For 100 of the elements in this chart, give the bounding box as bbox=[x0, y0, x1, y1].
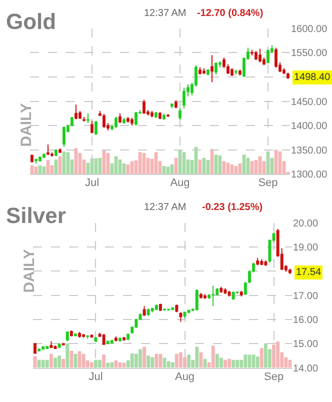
bar bbox=[224, 360, 227, 368]
bar bbox=[142, 346, 146, 368]
candlestick bbox=[46, 144, 50, 156]
candlestick bbox=[110, 339, 114, 344]
candlestick bbox=[142, 99, 146, 114]
y-tick-label: 16.00 bbox=[293, 314, 318, 326]
bar bbox=[260, 348, 264, 368]
bar bbox=[170, 362, 174, 368]
candlestick bbox=[90, 120, 94, 134]
candlestick bbox=[94, 120, 98, 136]
candlestick bbox=[50, 340, 53, 348]
candlestick bbox=[62, 126, 66, 148]
candlestick bbox=[74, 332, 77, 337]
bar bbox=[78, 351, 82, 368]
bar bbox=[256, 356, 260, 368]
candlestick bbox=[154, 111, 158, 118]
candlestick bbox=[38, 348, 41, 352]
candlestick bbox=[102, 113, 106, 129]
candlestick bbox=[150, 307, 154, 313]
candlestick bbox=[167, 308, 170, 312]
bar bbox=[110, 362, 114, 368]
bar bbox=[146, 356, 150, 368]
bar bbox=[130, 353, 134, 368]
bar bbox=[114, 360, 118, 368]
bar bbox=[62, 358, 66, 368]
candlestick bbox=[232, 291, 235, 300]
y-tick-label: 1450.00 bbox=[291, 96, 328, 108]
candlestick bbox=[118, 112, 122, 124]
bar bbox=[102, 354, 106, 368]
candlestick bbox=[250, 49, 254, 56]
y-tick-label: 1300.00 bbox=[291, 170, 328, 181]
bar bbox=[49, 354, 53, 368]
candlestick bbox=[286, 72, 290, 80]
candlestick bbox=[142, 306, 146, 316]
bar bbox=[252, 354, 256, 368]
bar bbox=[150, 357, 154, 368]
candlestick bbox=[154, 304, 158, 311]
candlestick bbox=[212, 285, 215, 307]
candlestick bbox=[256, 257, 260, 266]
candlestick bbox=[118, 337, 122, 342]
annotation: 1498.40 bbox=[294, 72, 331, 83]
bar bbox=[187, 354, 191, 368]
bar bbox=[82, 354, 86, 368]
y-tick-label: 19.00 bbox=[293, 242, 318, 254]
y-tick-label: 17.00 bbox=[293, 290, 318, 302]
bar bbox=[37, 360, 41, 368]
bar bbox=[66, 343, 70, 368]
candlestick bbox=[175, 304, 178, 313]
x-tick-label: Aug bbox=[170, 177, 190, 190]
x-tick-label: Jul bbox=[88, 370, 103, 383]
candlestick bbox=[146, 308, 150, 316]
y-tick-label: 1550.00 bbox=[291, 48, 328, 60]
bar bbox=[232, 360, 236, 368]
candlestick bbox=[178, 108, 182, 120]
candlestick bbox=[130, 117, 134, 126]
candlestick bbox=[158, 111, 162, 120]
x-tick-label: Aug bbox=[174, 370, 195, 383]
candlestick bbox=[220, 286, 223, 294]
candlestick bbox=[62, 342, 65, 346]
y-axis-title: DAILY bbox=[18, 103, 36, 147]
candlestick bbox=[102, 333, 106, 346]
candlestick bbox=[230, 68, 234, 76]
candlestick bbox=[266, 48, 270, 64]
candlestick bbox=[179, 312, 182, 322]
bar bbox=[276, 342, 280, 368]
bar bbox=[215, 354, 219, 368]
candlestick bbox=[34, 342, 37, 354]
bar bbox=[244, 354, 248, 368]
candlestick bbox=[288, 268, 292, 275]
y-tick-label: 15.00 bbox=[293, 339, 318, 350]
x-tick-label: Sep bbox=[264, 370, 284, 383]
candlestick bbox=[206, 68, 210, 76]
y-tick-label: 20.00 bbox=[293, 218, 318, 230]
candlestick bbox=[66, 331, 69, 342]
candlestick bbox=[183, 311, 186, 319]
candlestick bbox=[195, 288, 198, 311]
candlestick bbox=[122, 117, 126, 124]
candlestick bbox=[114, 336, 118, 342]
bar bbox=[174, 354, 178, 368]
candlestick bbox=[114, 116, 118, 129]
bar bbox=[98, 360, 102, 368]
candlestick bbox=[174, 100, 178, 109]
candlestick bbox=[254, 50, 258, 60]
bar bbox=[122, 362, 126, 368]
bar bbox=[154, 354, 158, 368]
y-tick-label: 1400.00 bbox=[291, 121, 328, 132]
bar bbox=[236, 360, 240, 368]
chart-title: Gold bbox=[6, 9, 56, 34]
candlestick bbox=[258, 48, 262, 63]
bar bbox=[264, 343, 268, 368]
candlestick bbox=[240, 290, 243, 298]
text: 12:37 AM bbox=[144, 8, 186, 19]
candlestick bbox=[126, 116, 130, 124]
candlestick bbox=[171, 306, 174, 311]
candlestick bbox=[170, 102, 174, 109]
bar bbox=[94, 360, 98, 368]
bar bbox=[54, 358, 57, 368]
bar bbox=[195, 346, 199, 368]
candlestick bbox=[163, 308, 166, 312]
candlestick bbox=[86, 112, 90, 124]
